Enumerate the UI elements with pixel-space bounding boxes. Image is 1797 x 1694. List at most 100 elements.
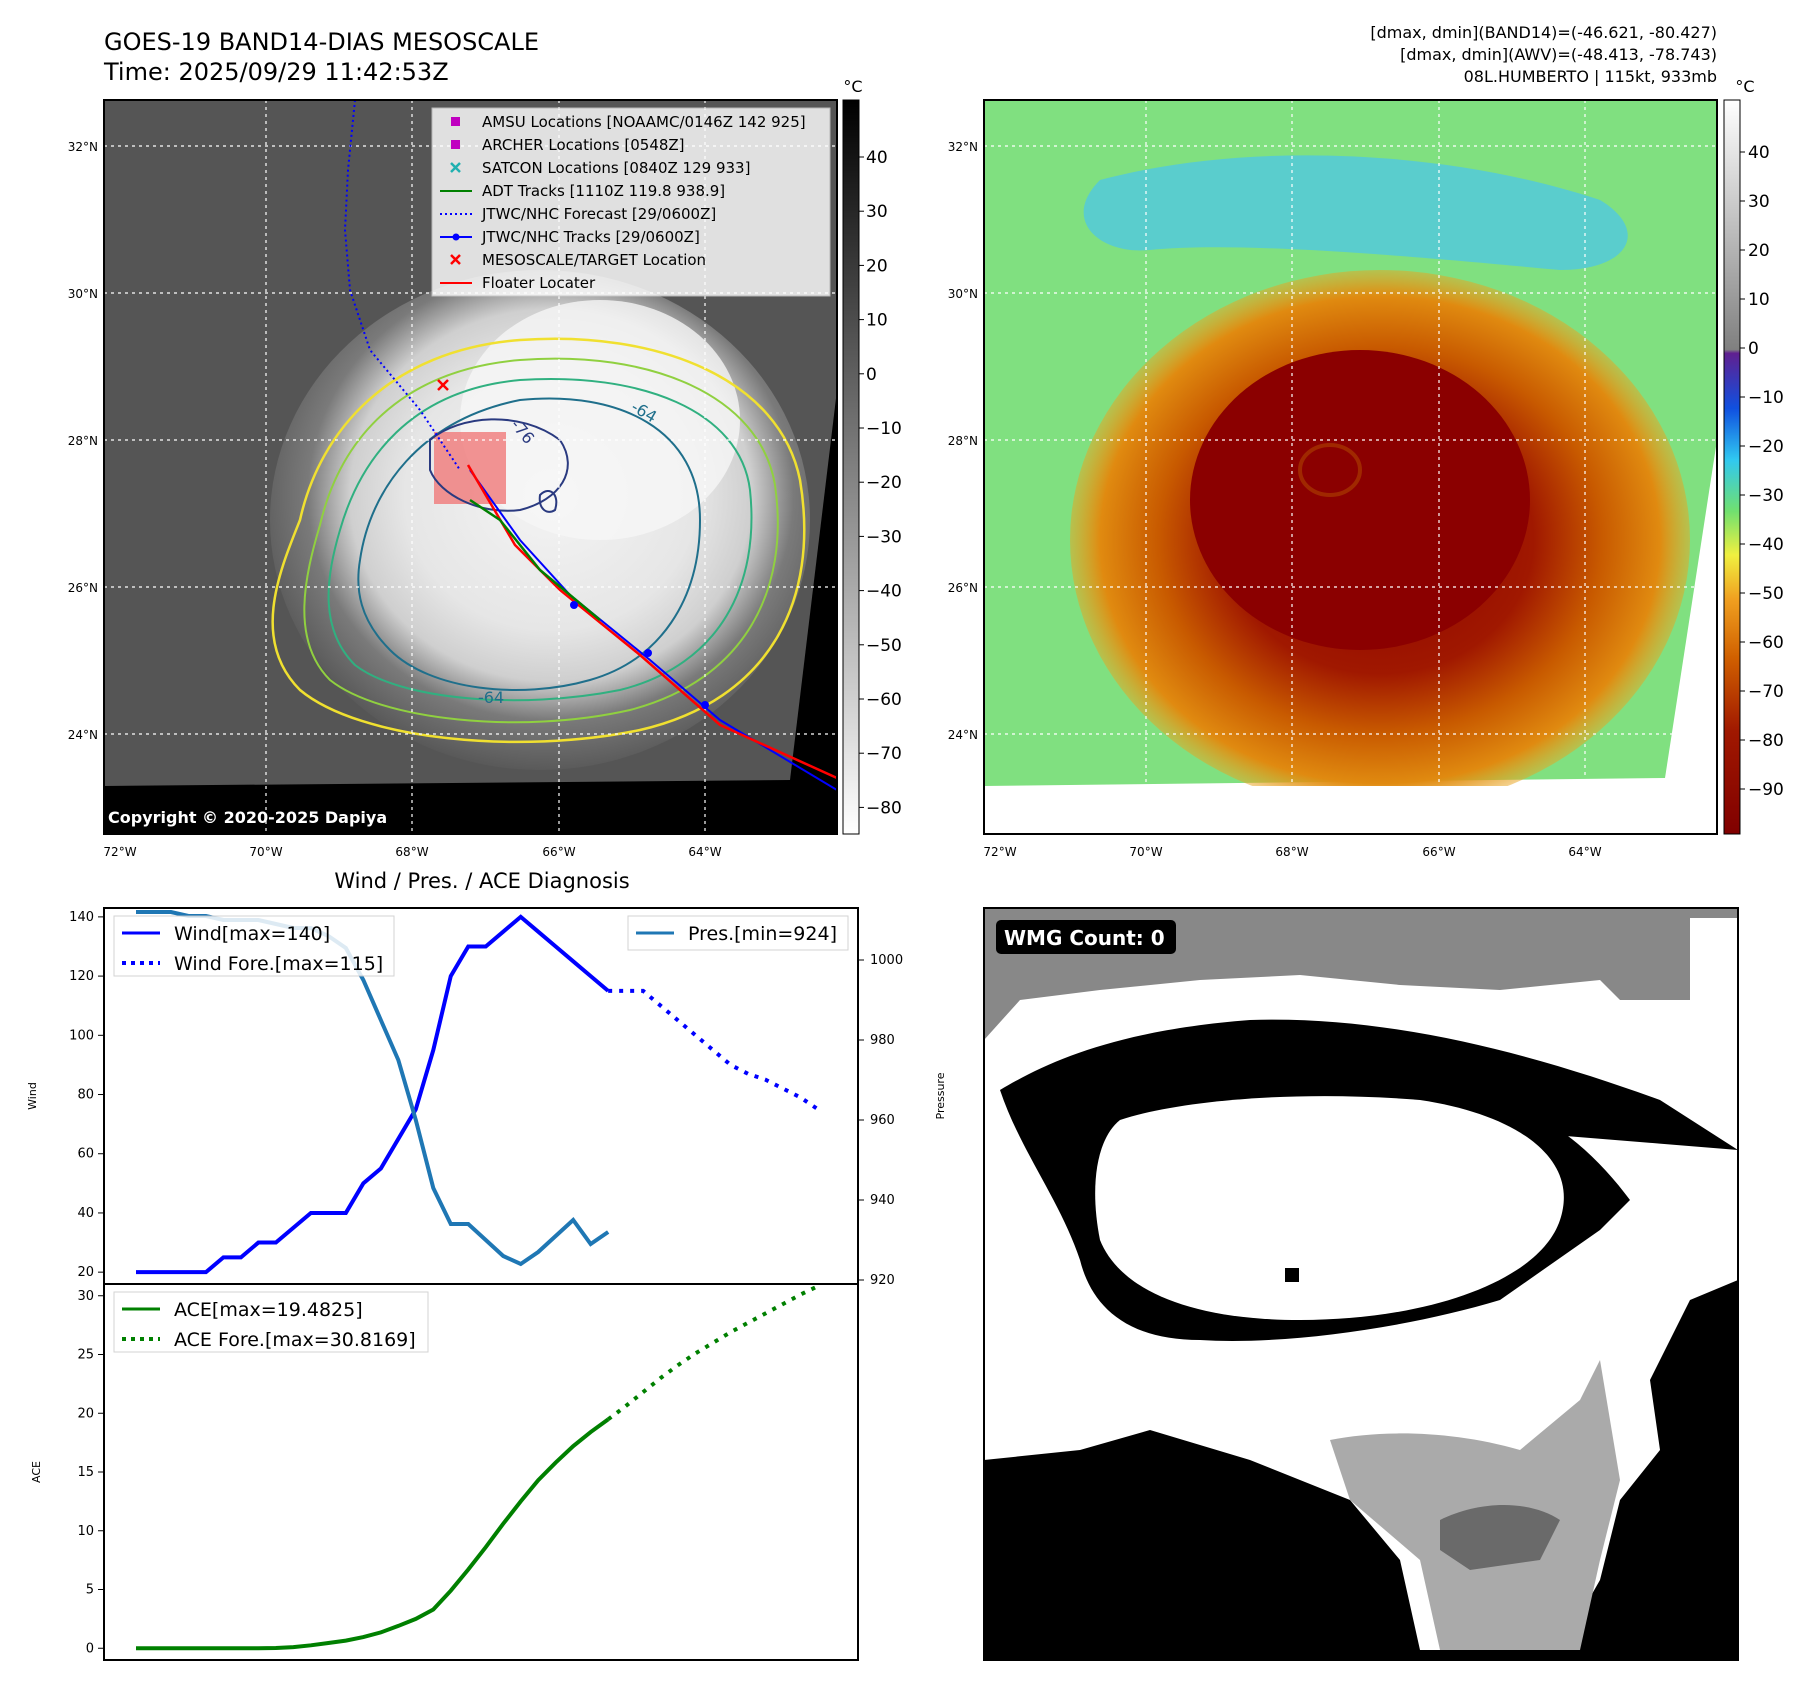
pressure-axis-label: Pressure	[934, 1072, 947, 1119]
legend-label: AMSU Locations [NOAAMC/0146Z 142 925]	[482, 113, 806, 131]
legend-marker-square	[451, 140, 460, 149]
figure-title-line2: Time: 2025/09/29 11:42:53Z	[103, 58, 449, 86]
y-tick-label: 30	[77, 1289, 94, 1304]
legend-item: SATCON Locations [0840Z 129 933]	[450, 159, 750, 177]
map-lon-label: 68°W	[1275, 845, 1308, 859]
gray-colorbar-tick-label: −30	[866, 527, 902, 547]
series-line	[606, 1284, 819, 1421]
series-line	[136, 914, 610, 1275]
y2-tick-label: 920	[870, 1273, 895, 1288]
legend-marker-x	[450, 162, 461, 173]
y-tick-label: 0	[86, 1641, 94, 1656]
color-colorbar-tick-label: −70	[1748, 682, 1784, 702]
color-colorbar-tick-label: 0	[1748, 339, 1759, 359]
wind-legend-label: Wind[max=140]	[174, 923, 330, 945]
color-colorbar-tick-label: 40	[1748, 143, 1770, 163]
map-lat-label: 32°N	[68, 140, 98, 154]
map-lon-label: 72°W	[983, 845, 1016, 859]
map-lon-label: 70°W	[1129, 845, 1162, 859]
figure-title-line1: GOES-19 BAND14-DIAS MESOSCALE	[104, 28, 539, 56]
info-line2: [dmax, dmin](AWV)=(-48.413, -78.743)	[1400, 45, 1717, 64]
color-colorbar-tick-label: −20	[1748, 437, 1784, 457]
info-line3: 08L.HUMBERTO | 115kt, 933mb	[1464, 67, 1717, 86]
map-lat-label: 24°N	[948, 728, 978, 742]
color-colorbar-tick-label: 30	[1748, 192, 1770, 212]
y-tick-label: 10	[77, 1524, 94, 1539]
gray-colorbar-tick-label: −80	[866, 798, 902, 818]
wmg-count-badge: WMG Count: 0	[996, 920, 1176, 954]
series-line	[136, 1417, 610, 1651]
map-legend: AMSU Locations [NOAAMC/0146Z 142 925] ARC…	[431, 107, 831, 297]
ace-legend-label: ACE[max=19.4825]	[174, 1299, 363, 1321]
wind-fore-legend-label: Wind Fore.[max=115]	[174, 953, 383, 975]
map-lat-label: 30°N	[68, 287, 98, 301]
copyright-text: Copyright © 2020-2025 Dapiya	[108, 808, 387, 827]
map-lon-label: 70°W	[249, 845, 282, 859]
info-line1: [dmax, dmin](BAND14)=(-46.621, -80.427)	[1370, 23, 1717, 42]
map-lon-label: 64°W	[1568, 845, 1601, 859]
y-tick-label: 120	[69, 969, 94, 984]
gray-colorbar-tick-label: −60	[866, 690, 902, 710]
gray-colorbar-tick-label: 10	[866, 311, 888, 331]
map-lat-label: 24°N	[68, 728, 98, 742]
map-axis-labels: 32°N 30°N 28°N 26°N 24°N 72°W 70°W 68°W 66°W 64°W…	[68, 140, 1602, 859]
legend-item: AMSU Locations [NOAAMC/0146Z 142 925]	[451, 113, 806, 131]
legend-label: ARCHER Locations [0548Z]	[482, 136, 685, 154]
map-lat-label: 32°N	[948, 140, 978, 154]
color-colorbar-tick-label: −40	[1748, 535, 1784, 555]
legend-marker-dot	[452, 233, 460, 241]
legend-label: JTWC/NHC Forecast [29/0600Z]	[481, 205, 716, 223]
wind-axis-label: Wind	[26, 1082, 39, 1110]
color-colorbar-tick-label: −30	[1748, 486, 1784, 506]
y2-tick-label: 1000	[870, 953, 903, 968]
legend-marker-square	[451, 117, 460, 126]
color-colorbar-tick-label: −80	[1748, 731, 1784, 751]
wmg-panel: WMG Count: 0	[983, 907, 1739, 1661]
color-colorbar-tick-label: −50	[1748, 584, 1784, 604]
ace-fore-legend-label: ACE Fore.[max=30.8169]	[174, 1329, 416, 1351]
y-tick-label: 100	[69, 1028, 94, 1043]
gray-colorbar-tick-label: −70	[866, 744, 902, 764]
legend-item: ARCHER Locations [0548Z]	[451, 136, 685, 154]
legend-item: ADT Tracks [1110Z 119.8 938.9]	[440, 182, 725, 200]
color-colorbar-tick-label: 10	[1748, 290, 1770, 310]
map-lon-label: 72°W	[103, 845, 136, 859]
y-tick-label: 20	[77, 1265, 94, 1280]
y-tick-label: 25	[77, 1348, 94, 1363]
series-line	[608, 988, 820, 1111]
pressure-legend-label: Pres.[min=924]	[688, 923, 837, 945]
map-lat-label: 26°N	[948, 581, 978, 595]
color-colorbar-tick-label: −90	[1748, 780, 1784, 800]
legend-label: JTWC/NHC Tracks [29/0600Z]	[481, 228, 700, 246]
y-tick-label: 40	[77, 1206, 94, 1221]
gray-colorbar-tick-label: −20	[866, 473, 902, 493]
gray-colorbar: °C 40 30 20 10 0 −10 −20 −30 −40 −50 −60 −70 −80	[842, 77, 902, 835]
map-lat-label: 30°N	[948, 287, 978, 301]
diagnosis-title: Wind / Pres. / ACE Diagnosis	[334, 869, 629, 893]
map-lon-label: 66°W	[542, 845, 575, 859]
legend-label: MESOSCALE/TARGET Location	[482, 251, 706, 269]
y2-tick-label: 980	[870, 1033, 895, 1048]
legend-item: MESOSCALE/TARGET Location	[450, 251, 706, 269]
y-tick-label: 15	[77, 1465, 94, 1480]
gray-colorbar-tick-label: 40	[866, 148, 888, 168]
color-colorbar-tick-label: −10	[1748, 388, 1784, 408]
gray-colorbar-unit: °C	[843, 77, 862, 96]
gray-colorbar-tick-label: 30	[866, 202, 888, 222]
y-tick-label: 140	[69, 910, 94, 925]
y2-tick-label: 940	[870, 1193, 895, 1208]
legend-marker-x	[450, 254, 461, 265]
y-tick-label: 20	[77, 1406, 94, 1421]
ace-legend: ACE[max=19.4825] ACE Fore.[max=30.8169]	[113, 1291, 429, 1353]
ace-chart: 30 25 20 15 10 5 0 ACE ACE[max=19.4825] ACE Fo…	[30, 1283, 859, 1661]
y2-tick-label: 960	[870, 1113, 895, 1128]
y-tick-label: 5	[86, 1583, 94, 1598]
gray-colorbar-tick-label: 0	[866, 365, 877, 385]
legend-item: Floater Locater	[440, 274, 596, 292]
gray-colorbar-tick-label: 20	[866, 256, 888, 276]
wmg-count-label: WMG Count: 0	[1004, 926, 1165, 950]
map-lon-label: 66°W	[1422, 845, 1455, 859]
legend-label: SATCON Locations [0840Z 129 933]	[482, 159, 750, 177]
y-tick-label: 80	[77, 1088, 94, 1103]
legend-label: ADT Tracks [1110Z 119.8 938.9]	[482, 182, 725, 200]
